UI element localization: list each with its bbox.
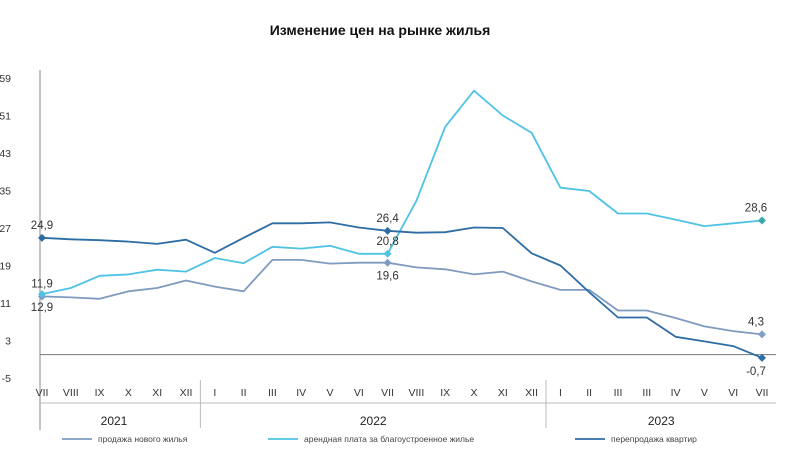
y-tick-label: 3 — [5, 336, 11, 348]
legend-entry: продажа нового жилья — [98, 434, 188, 444]
x-tick-label: X — [125, 387, 132, 399]
x-tick-label: VIII — [409, 387, 425, 399]
y-tick-label: 35 — [0, 186, 11, 198]
data-point-marker — [758, 216, 766, 225]
y-tick-label: -5 — [2, 373, 11, 385]
data-point-marker — [383, 226, 392, 235]
data-label: -0,7 — [746, 366, 766, 378]
x-tick-label: XII — [180, 387, 193, 399]
x-tick-label: III — [268, 387, 277, 399]
y-tick-label: 27 — [0, 223, 11, 235]
series-line — [41, 258, 763, 336]
x-tick-label: I — [559, 387, 562, 399]
data-point-marker — [383, 258, 392, 267]
series-line — [41, 221, 763, 359]
x-tick-label: VIII — [63, 387, 79, 399]
axes — [39, 70, 776, 430]
year-labels: 2021 2022 2023 — [101, 380, 675, 428]
x-tick-label: IX — [95, 387, 105, 399]
x-tick-label: III — [614, 387, 623, 399]
year-label: 2021 — [101, 414, 128, 428]
year-label: 2022 — [360, 414, 387, 428]
series-lines — [41, 89, 763, 359]
x-tick-label: II — [586, 387, 592, 399]
x-tick-label: III — [642, 387, 651, 399]
data-labels: 24,9 11,9 12,9 26,4 20,8 19,6 28,6 4,3 -0,7 — [31, 203, 767, 378]
data-point-marker — [758, 353, 766, 362]
x-tick-label: VI — [728, 387, 738, 399]
y-tick-label: 11 — [0, 298, 11, 310]
data-label: 24,9 — [31, 220, 53, 232]
data-point-marker — [38, 233, 46, 242]
y-tick-label: 19 — [0, 261, 11, 273]
data-label: 19,6 — [376, 271, 398, 283]
legend-entry: перепродажа квартир — [611, 434, 697, 444]
x-tick-label: IV — [296, 387, 306, 399]
series-line — [41, 89, 763, 295]
x-tick-labels: VII VIII IX X XI XII I II III IV V VI VII VIII IX X XI XI… — [36, 387, 769, 399]
x-tick-label: V — [701, 387, 708, 399]
data-point-marker — [38, 290, 46, 299]
data-point-marker — [758, 330, 766, 339]
y-tick-label: 51 — [0, 111, 11, 123]
end-markers — [38, 216, 766, 362]
x-tick-label: II — [241, 387, 247, 399]
x-tick-label: VII — [381, 387, 394, 399]
legend-entry: арендная плата за благоустроенное жилье — [304, 434, 474, 444]
y-tick-label: 59 — [0, 73, 11, 85]
data-label: 4,3 — [748, 316, 764, 328]
data-label: 28,6 — [745, 203, 767, 215]
data-label: 20,8 — [376, 236, 398, 248]
y-tick-label: 43 — [0, 148, 11, 160]
data-point-marker — [383, 249, 392, 258]
x-tick-label: I — [213, 387, 216, 399]
x-tick-label: XI — [152, 387, 162, 399]
legend: продажа нового жилья арендная плата за бл… — [62, 434, 697, 444]
x-tick-label: VII — [756, 387, 769, 399]
x-tick-label: XI — [498, 387, 508, 399]
x-tick-label: V — [326, 387, 333, 399]
year-label: 2023 — [648, 414, 675, 428]
data-label: 11,9 — [31, 278, 53, 290]
x-tick-label: VI — [354, 387, 364, 399]
data-label: 12,9 — [31, 302, 53, 314]
data-label: 26,4 — [376, 213, 399, 225]
x-tick-label: X — [470, 387, 477, 399]
x-tick-label: IX — [440, 387, 450, 399]
x-tick-label: VII — [36, 387, 49, 399]
y-tick-labels: -5 3 11 19 27 35 43 51 59 — [0, 73, 11, 385]
x-tick-label: XII — [525, 387, 538, 399]
x-tick-label: IV — [671, 387, 681, 399]
chart-title: Изменение цен на рынке жилья — [269, 22, 491, 38]
